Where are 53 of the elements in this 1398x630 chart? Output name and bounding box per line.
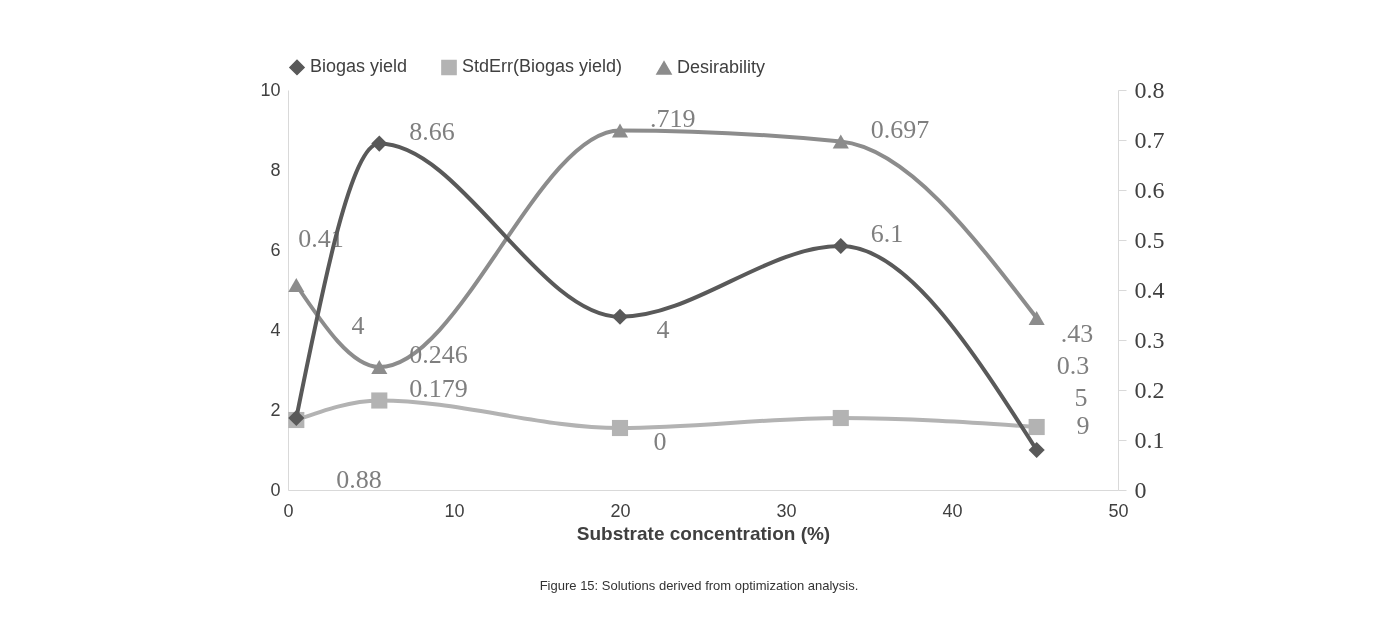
point xyxy=(611,308,629,325)
data-label: 6.1 xyxy=(870,219,904,248)
caption: Figure 15: Solutions derived from optimization analysis. xyxy=(538,578,860,593)
x-tick-label: 30 xyxy=(776,500,797,521)
y2-tick-label: 0 xyxy=(1134,476,1147,503)
y2-tick-label: 0.7 xyxy=(1134,126,1165,153)
data-label: 0.246 xyxy=(409,340,468,369)
point xyxy=(611,123,629,138)
point xyxy=(832,409,849,427)
x-tick-label: 10 xyxy=(444,500,465,521)
data-label: 0.179 xyxy=(409,373,468,403)
annotation: 0.3 xyxy=(1056,351,1090,380)
legend-label: StdErr(Biogas yield) xyxy=(462,56,623,77)
legend-label: Desirability xyxy=(677,56,766,77)
annotation: .43 xyxy=(1060,319,1094,348)
y2-tick-label: 0.3 xyxy=(1134,326,1165,353)
data-label: 0.697 xyxy=(870,114,930,144)
y2-tick-label: 0.2 xyxy=(1134,376,1165,403)
point xyxy=(371,392,388,409)
point xyxy=(1028,441,1045,459)
point xyxy=(371,360,388,374)
point xyxy=(371,135,388,152)
annotation: 0 xyxy=(653,427,667,456)
x-tick-label: 40 xyxy=(942,500,963,521)
y2-tick-label: 0.8 xyxy=(1134,76,1165,103)
y2-tick-label: 0.1 xyxy=(1134,426,1165,453)
annotation: 9 xyxy=(1076,411,1090,440)
y2-tick-label: 0.6 xyxy=(1134,176,1165,203)
x-axis-title: Substrate concentration (%) xyxy=(576,522,831,544)
annotation: 0.88 xyxy=(336,465,382,494)
data-label: 8.66 xyxy=(409,116,455,146)
y-tick-label: 2 xyxy=(270,399,281,420)
y-tick-label: 6 xyxy=(270,239,281,260)
x-tick-label: 20 xyxy=(610,500,631,521)
y-tick-label: 8 xyxy=(270,159,281,180)
point xyxy=(611,419,629,437)
data-label: .719 xyxy=(650,103,696,133)
annotation: 4 xyxy=(351,311,365,340)
x-tick-label: 0 xyxy=(283,500,294,521)
point xyxy=(832,134,849,149)
point xyxy=(288,278,305,292)
legend-label: Biogas yield xyxy=(310,56,408,77)
point xyxy=(832,237,849,255)
x-tick-label: 50 xyxy=(1108,500,1129,521)
annotation: 5 xyxy=(1074,383,1088,412)
point xyxy=(1028,311,1045,325)
y-tick-label: 4 xyxy=(270,319,281,340)
y2-tick-label: 0.5 xyxy=(1134,226,1165,253)
y-tick-label: 0 xyxy=(270,479,281,500)
annotation: 4 xyxy=(656,315,670,344)
y2-tick-label: 0.4 xyxy=(1134,276,1165,303)
point xyxy=(1028,418,1045,436)
y-tick-label: 10 xyxy=(260,79,281,100)
